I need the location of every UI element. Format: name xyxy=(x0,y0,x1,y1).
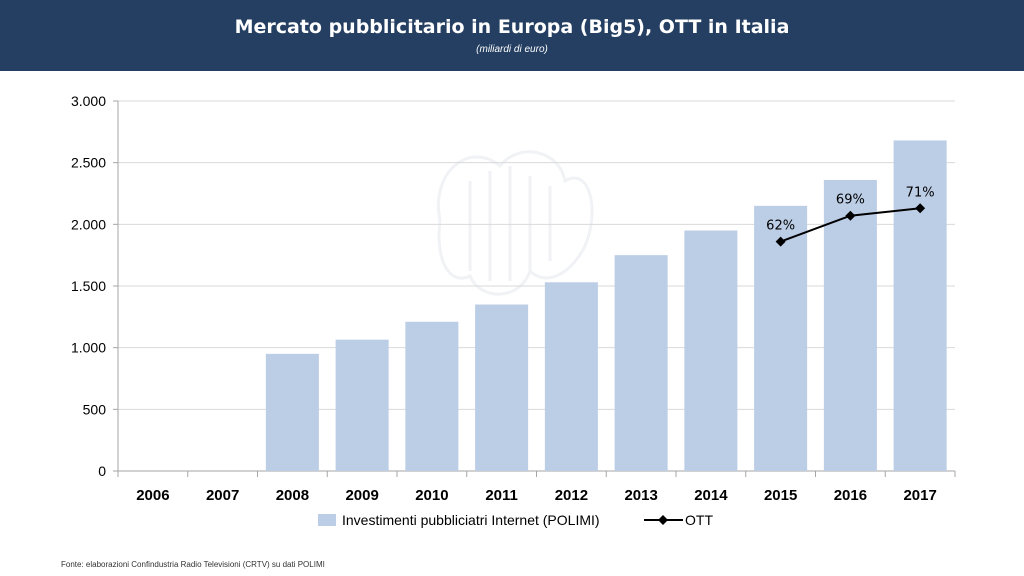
x-tick-label: 2015 xyxy=(764,487,797,504)
bar xyxy=(684,230,738,471)
source-note: Fonte: elaborazioni Confindustria Radio … xyxy=(61,560,325,569)
bar xyxy=(614,255,668,471)
data-label: 62% xyxy=(766,219,795,234)
y-axis: 0 500 1.000 1.500 2.000 2.500 3.000 xyxy=(71,93,119,479)
chart-subtitle: (miliardi di euro) xyxy=(476,44,548,55)
x-tick-label: 2007 xyxy=(206,487,239,504)
x-tick-label: 2008 xyxy=(276,487,309,504)
x-tick-label: 2016 xyxy=(834,487,867,504)
bar xyxy=(265,353,319,471)
bar xyxy=(823,179,877,471)
data-label: 71% xyxy=(906,185,935,200)
bar xyxy=(893,140,947,471)
ott-point xyxy=(915,203,926,214)
chart-title: Mercato pubblicitario in Europa (Big5), … xyxy=(234,16,790,38)
ott-point xyxy=(775,236,786,247)
y-tick-label: 1.500 xyxy=(71,278,106,294)
bar xyxy=(754,205,808,472)
data-label: 69% xyxy=(836,193,865,208)
y-tick-label: 0 xyxy=(98,463,106,479)
title-bar: Mercato pubblicitario in Europa (Big5), … xyxy=(0,0,1024,71)
watermark-logo xyxy=(437,150,594,296)
x-tick-label: 2010 xyxy=(415,487,448,504)
x-tick-label: 2012 xyxy=(555,487,588,504)
legend-label-line: OTT xyxy=(685,512,713,528)
ott-line-series: 62% 69% 71% xyxy=(766,185,935,247)
legend: Investimenti pubbliciatri Internet (POLI… xyxy=(318,512,713,528)
x-tick-label: 2011 xyxy=(485,487,518,504)
gridlines xyxy=(118,100,955,472)
y-tick-label: 2.500 xyxy=(71,155,106,171)
y-tick-label: 500 xyxy=(83,401,107,417)
x-axis: 2006 2007 2008 2009 2010 2011 2012 2013 2014 2015… xyxy=(117,471,956,504)
x-tick-label: 2009 xyxy=(345,487,378,504)
bar xyxy=(335,339,389,471)
x-tick-label: 2017 xyxy=(903,487,936,504)
legend-marker xyxy=(658,515,668,525)
bar xyxy=(405,321,459,471)
bar xyxy=(475,304,529,471)
x-tick-label: 2014 xyxy=(694,487,728,504)
y-tick-label: 1.000 xyxy=(71,340,106,356)
bar-series xyxy=(265,140,947,472)
ott-point xyxy=(845,210,856,221)
bar xyxy=(544,282,598,471)
x-tick-label: 2013 xyxy=(624,487,657,504)
x-tick-label: 2006 xyxy=(136,487,169,504)
y-tick-label: 2.000 xyxy=(71,216,106,232)
legend-label-bar: Investimenti pubbliciatri Internet (POLI… xyxy=(342,512,600,528)
legend-swatch-bar xyxy=(318,514,336,526)
y-tick-label: 3.000 xyxy=(71,93,106,109)
